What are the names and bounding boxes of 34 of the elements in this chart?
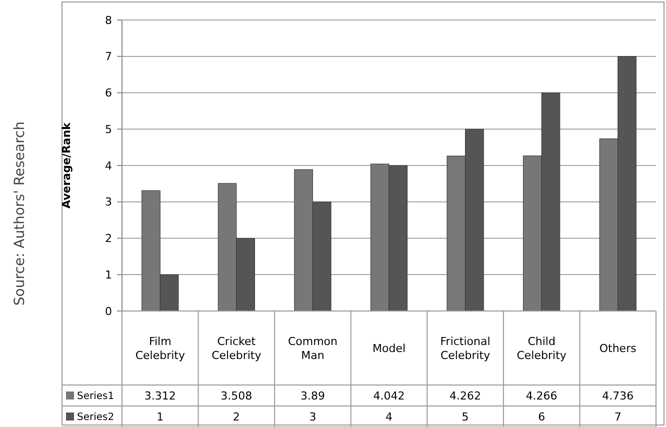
data-label: 3.312 — [144, 389, 176, 402]
y-axis-title: Average/Rank — [60, 122, 73, 208]
y-tick-label: 5 — [105, 122, 112, 136]
data-label: 3.89 — [300, 389, 325, 402]
data-label: 6 — [538, 410, 546, 424]
source-note: Source: Authors' Research — [12, 121, 28, 306]
data-label: 3 — [309, 410, 316, 424]
data-label: 4.736 — [602, 389, 634, 402]
x-tick-label: Others — [599, 342, 637, 355]
x-tick-label: Film Celebrity — [135, 334, 186, 362]
data-label: 4.042 — [373, 389, 405, 402]
x-tick-label: Model — [372, 342, 406, 355]
x-tick-label: Child Celebrity — [516, 334, 567, 362]
data-label: 5 — [462, 410, 469, 424]
y-tick-label: 2 — [105, 232, 112, 246]
data-label: 1 — [156, 410, 164, 424]
x-tick-label: Common Man — [288, 334, 338, 362]
data-label: 7 — [614, 410, 622, 424]
data-label: 4 — [386, 410, 392, 424]
y-tick-label: 6 — [105, 86, 112, 100]
y-tick-label: 1 — [105, 268, 112, 282]
data-label: 3.508 — [220, 389, 252, 402]
x-tick-label: Frictional Celebrity — [440, 334, 491, 362]
data-label: 2 — [232, 410, 240, 424]
data-label: 4.266 — [526, 389, 558, 402]
data-label: 4.262 — [450, 389, 482, 402]
y-tick-label: 8 — [105, 14, 112, 27]
y-tick-label: 7 — [105, 50, 112, 64]
legend-label: Series2 — [77, 412, 114, 423]
y-tick-label: 4 — [105, 159, 112, 172]
y-tick-label: 3 — [105, 196, 112, 209]
x-tick-label: Cricket Celebrity — [212, 334, 262, 362]
legend-label: Series1 — [77, 391, 114, 402]
y-tick-label: 0 — [105, 304, 112, 318]
